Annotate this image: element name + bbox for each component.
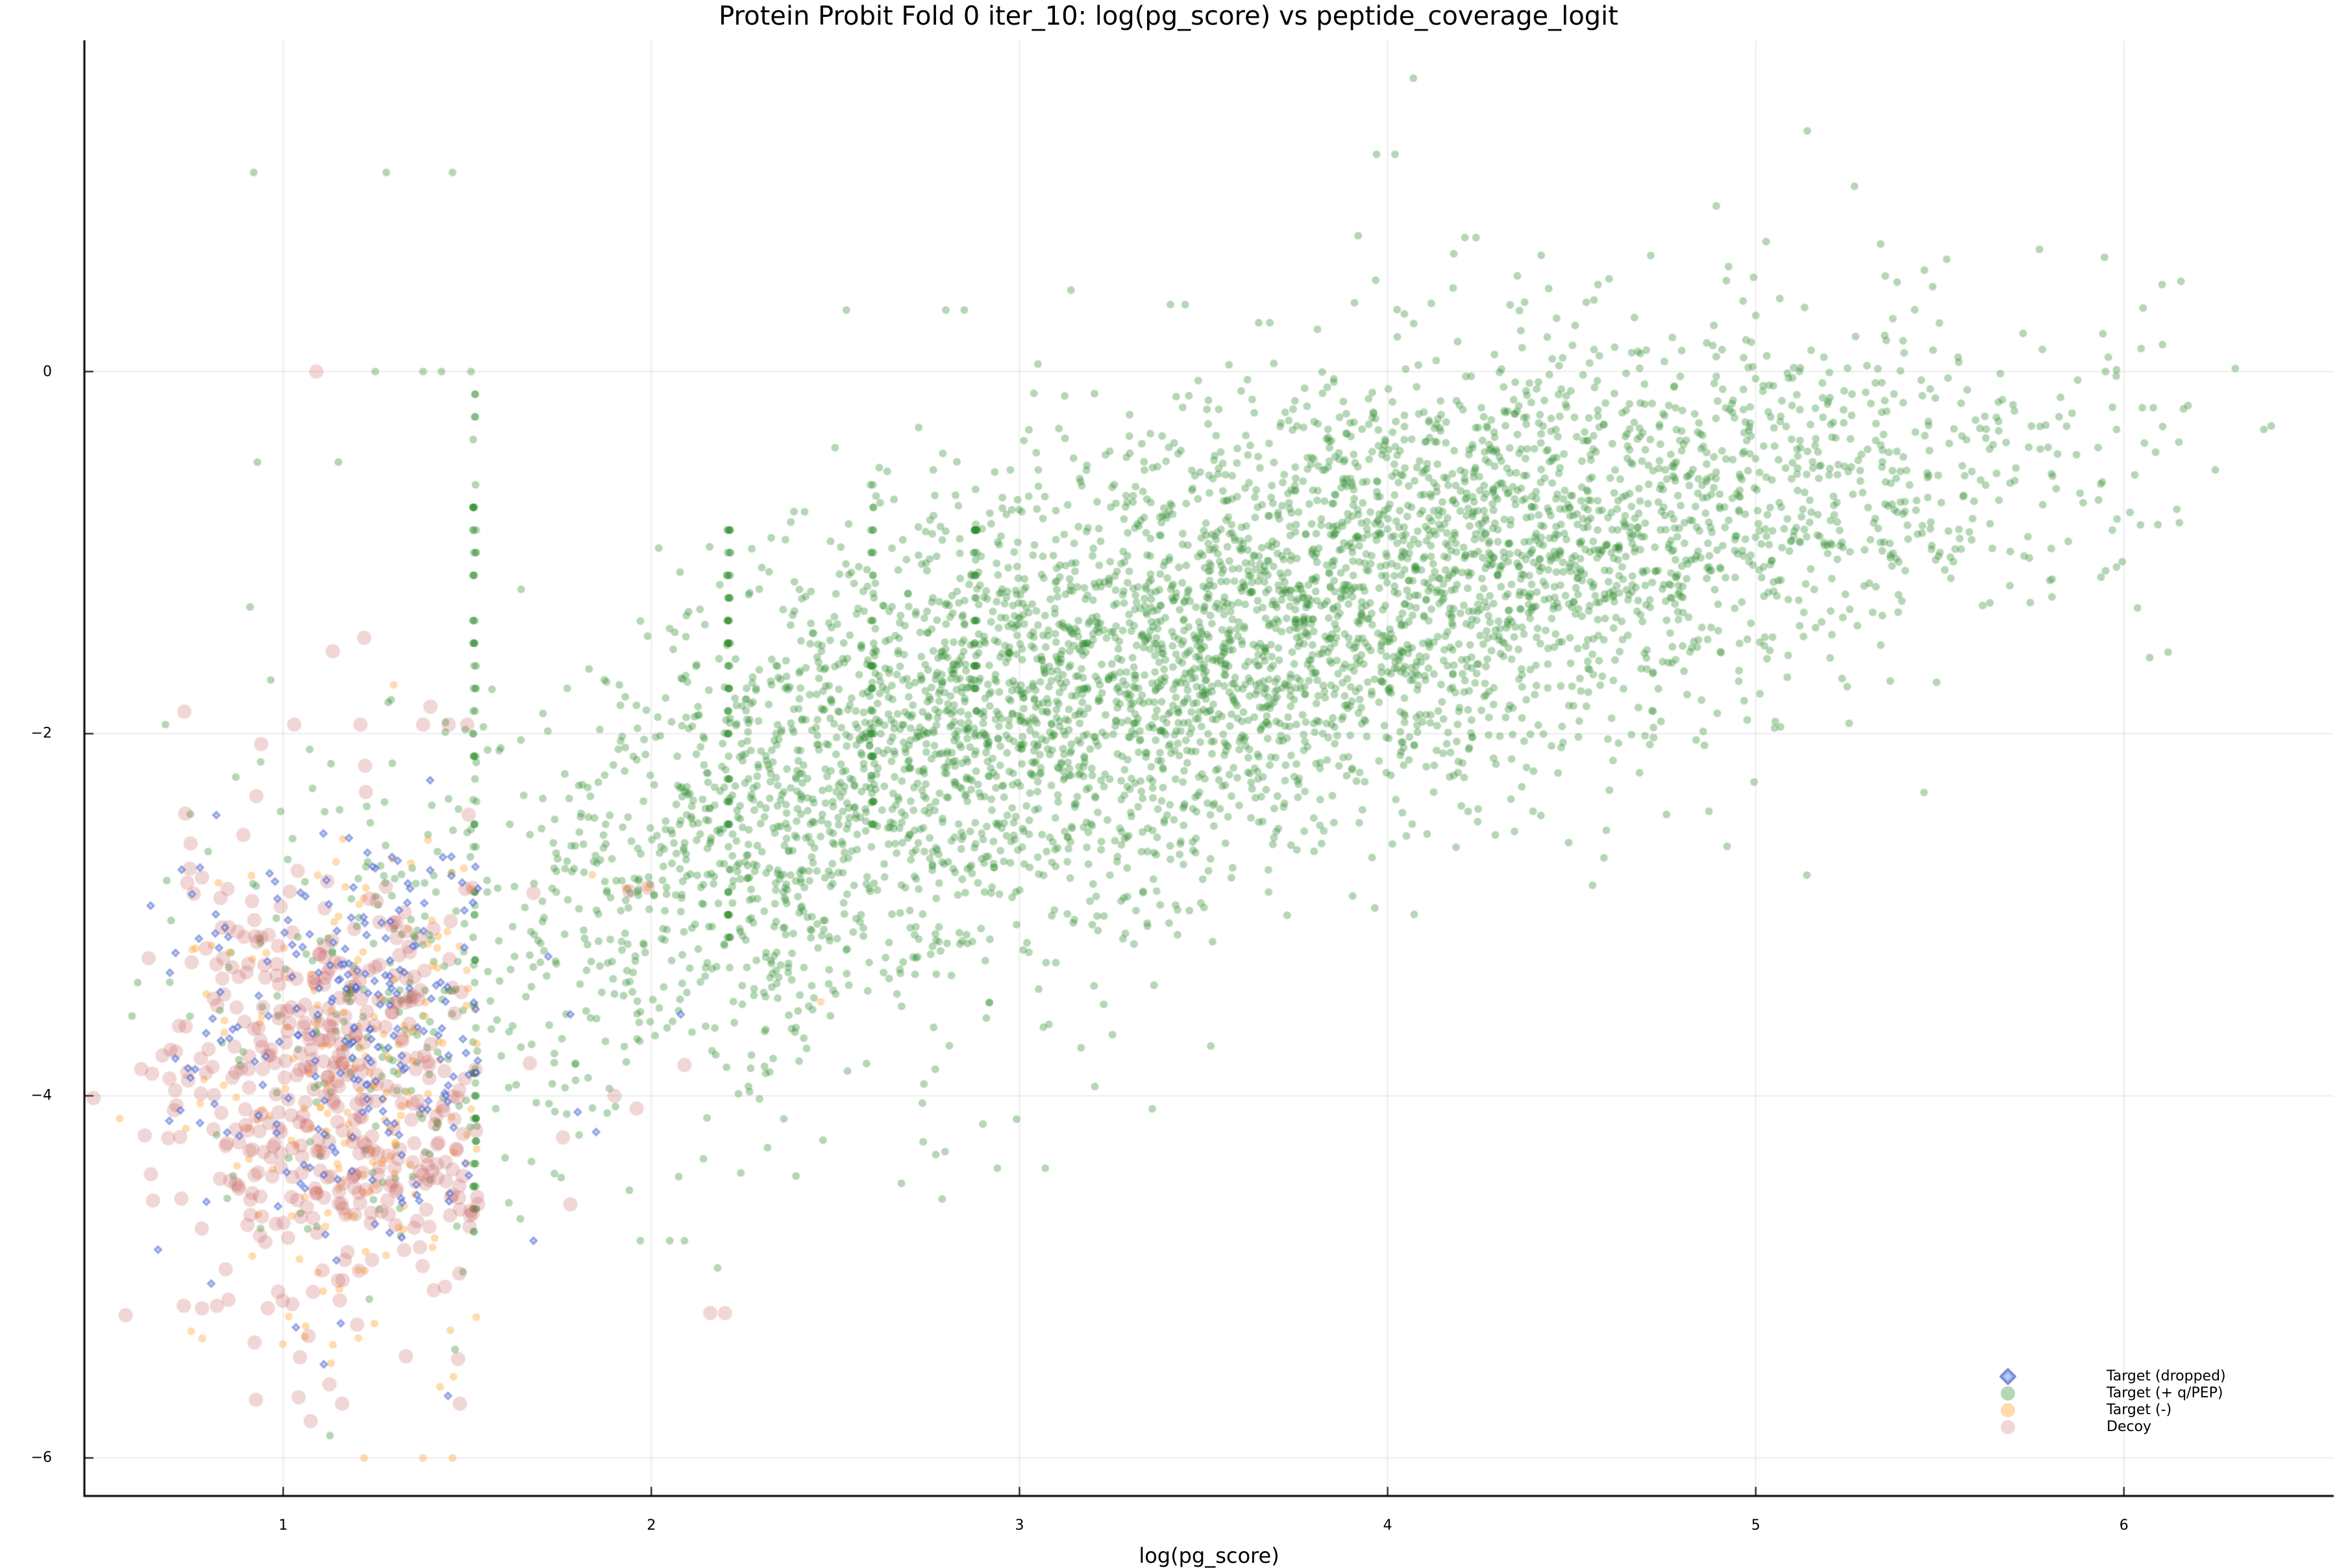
x-tick-label: 1 — [278, 1517, 288, 1534]
legend-item-target-qpep: Target (+ q/PEP) — [1986, 1385, 2259, 1402]
x-tick-label: 4 — [1383, 1517, 1392, 1534]
x-tick-label: 5 — [1751, 1517, 1761, 1534]
x-tick-label: 6 — [2119, 1517, 2129, 1534]
x-axis-label: log(pg_score) — [1139, 1543, 1280, 1568]
y-tick-label: −2 — [31, 725, 52, 742]
legend-item-decoy: Decoy — [1986, 1419, 2259, 1436]
legend: Target (dropped) Target (+ q/PEP) Target… — [1986, 1368, 2259, 1439]
x-tick-label: 3 — [1015, 1517, 1024, 1534]
legend-item-target-minus: Target (-) — [1986, 1402, 2259, 1419]
legend-item-target-dropped: Target (dropped) — [1986, 1368, 2259, 1385]
legend-label: Target (dropped) — [2107, 1368, 2226, 1384]
circle-marker-icon — [2001, 1403, 2015, 1417]
y-tick-label: −4 — [31, 1087, 52, 1104]
circle-marker-icon — [2001, 1420, 2015, 1434]
legend-label: Target (+ q/PEP) — [2107, 1385, 2223, 1401]
x-tick-label: 2 — [647, 1517, 656, 1534]
circle-marker-icon — [2001, 1386, 2015, 1401]
legend-label: Target (-) — [2107, 1402, 2172, 1418]
y-tick-label: −6 — [31, 1449, 52, 1466]
y-tick-label: 0 — [43, 363, 52, 380]
diamond-marker-icon — [1999, 1368, 2016, 1385]
legend-label: Decoy — [2107, 1419, 2152, 1435]
